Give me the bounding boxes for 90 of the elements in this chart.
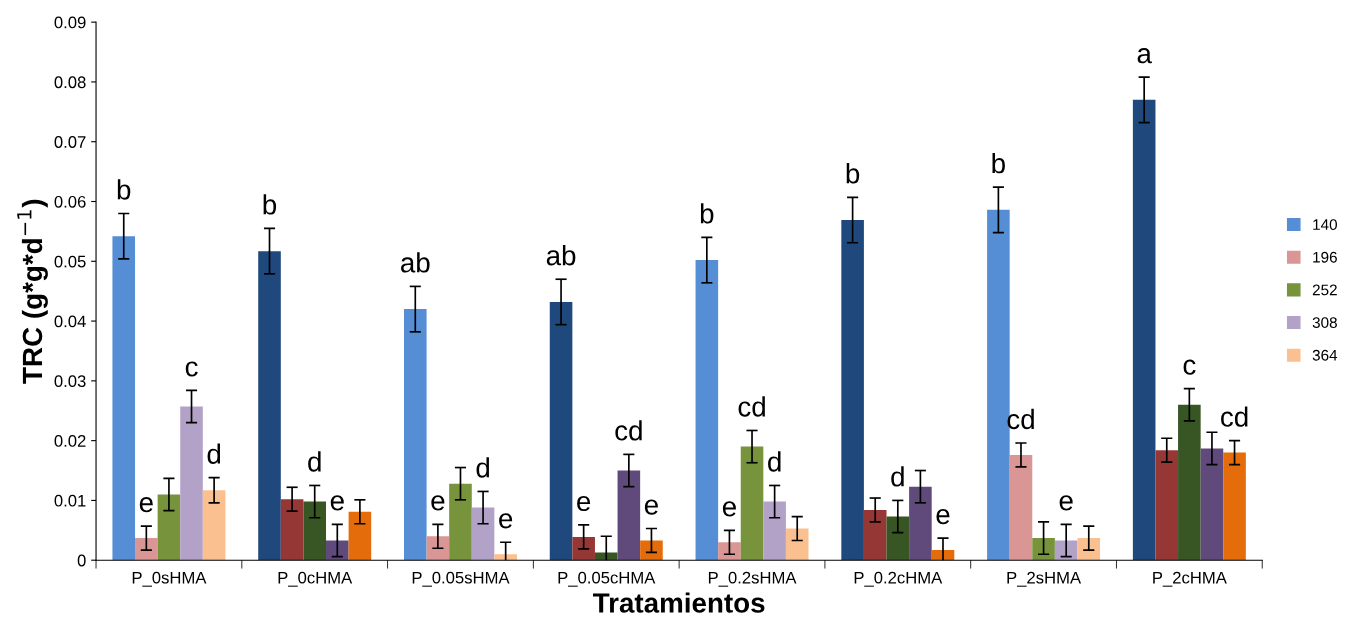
data-label: e <box>722 501 736 517</box>
data-label: c <box>185 361 198 377</box>
x-tick-label: P_0.05sHMA <box>412 571 510 587</box>
bar <box>258 251 281 561</box>
bar <box>326 540 349 561</box>
bar <box>135 538 158 561</box>
bar <box>494 554 517 561</box>
legend-label: 140 <box>1313 219 1337 231</box>
bar <box>1223 452 1246 561</box>
y-tick-label: 0.05 <box>54 255 86 268</box>
bar <box>594 552 618 561</box>
y-tick-label: 0 <box>77 554 86 567</box>
y-tick-label: 0.01 <box>54 494 86 507</box>
data-label: b <box>117 179 131 200</box>
x-tick-label: P_2cHMA <box>1153 571 1227 587</box>
bar <box>1077 538 1101 561</box>
data-label: d <box>207 443 221 464</box>
data-label: e <box>1059 495 1073 511</box>
x-tick-label: P_2sHMA <box>1007 571 1082 587</box>
bar <box>426 536 450 561</box>
bar <box>1155 450 1179 561</box>
data-label: d <box>891 466 904 487</box>
y-tick-label: 0.03 <box>54 375 86 388</box>
data-label: e <box>139 497 153 513</box>
bar <box>617 470 641 561</box>
data-label: e <box>936 509 950 525</box>
bar <box>763 501 786 561</box>
data-label: d <box>476 457 490 478</box>
data-label: e <box>431 495 445 511</box>
data-label: d <box>768 451 781 472</box>
y-tick-label: 0.04 <box>54 315 86 328</box>
bar <box>403 309 427 561</box>
x-axis-title: Tratamientos <box>593 592 765 613</box>
bar <box>549 301 573 561</box>
bar <box>1054 540 1078 561</box>
y-tick-label: 0.06 <box>54 195 86 208</box>
data-label: cd <box>1221 406 1248 427</box>
data-label: d <box>308 451 321 472</box>
data-label: e <box>330 495 344 511</box>
bar <box>863 509 887 561</box>
x-tick-label: P_0sHMA <box>132 571 207 587</box>
bar <box>841 220 864 561</box>
data-label: a <box>1137 48 1152 64</box>
bar <box>280 499 304 561</box>
legend-label: 364 <box>1312 349 1338 361</box>
bar <box>785 528 809 561</box>
legend-label: 196 <box>1313 251 1337 263</box>
data-label: cd <box>615 420 642 441</box>
legend-label: 252 <box>1312 284 1337 296</box>
data-label: cd <box>738 396 765 417</box>
data-label: e <box>499 513 513 529</box>
data-label: e <box>577 495 591 512</box>
x-tick-label: P_0.2cHMA <box>854 571 943 587</box>
bar <box>1032 538 1055 561</box>
bar <box>449 483 472 561</box>
y-tick-label: 0.07 <box>54 136 86 148</box>
y-tick-label: 0.02 <box>54 435 86 447</box>
x-tick-label: P_0cHMA <box>278 571 353 587</box>
bar <box>1009 454 1033 561</box>
bar <box>740 446 764 561</box>
y-tick-label: 0.08 <box>54 76 86 89</box>
bar <box>303 501 326 561</box>
bar <box>640 540 663 561</box>
data-label: b <box>992 152 1005 174</box>
legend-label: 308 <box>1312 317 1337 328</box>
bar <box>1132 99 1156 561</box>
bar <box>1200 448 1224 561</box>
x-tick-label: P_0.05cHMA <box>558 571 656 587</box>
bar <box>1178 404 1201 561</box>
data-label: ab <box>401 252 430 273</box>
data-label: b <box>846 163 860 184</box>
data-label: e <box>644 499 658 515</box>
data-label: b <box>700 203 714 224</box>
bar <box>572 536 595 561</box>
data-label: b <box>263 194 277 215</box>
data-label: ab <box>546 245 576 266</box>
bar <box>909 486 932 561</box>
x-tick-label: P_0.2sHMA <box>708 571 797 587</box>
bar <box>112 236 136 561</box>
y-axis-title: TRC (g*g*d$^{−1}$) <box>17 199 48 384</box>
bar <box>695 260 719 561</box>
bar <box>886 516 910 561</box>
bar <box>180 406 203 561</box>
bar <box>718 542 741 561</box>
bar <box>471 507 495 561</box>
bar <box>202 490 226 561</box>
data-label: c <box>1183 359 1196 375</box>
bar <box>348 511 372 561</box>
bar <box>157 494 181 561</box>
y-tick-label: 0.09 <box>54 16 86 29</box>
